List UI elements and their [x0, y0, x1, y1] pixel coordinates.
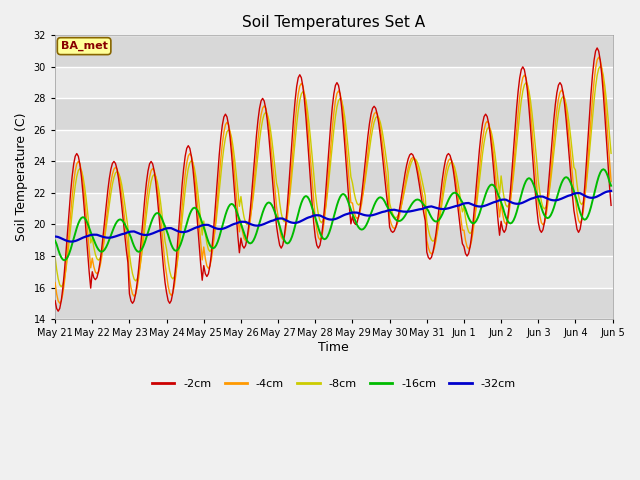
- Text: BA_met: BA_met: [61, 41, 108, 51]
- Bar: [55, 225, 612, 256]
- Y-axis label: Soil Temperature (C): Soil Temperature (C): [15, 113, 28, 241]
- Bar: [55, 256, 612, 288]
- Bar: [55, 161, 612, 193]
- Legend: -2cm, -4cm, -8cm, -16cm, -32cm: -2cm, -4cm, -8cm, -16cm, -32cm: [148, 374, 520, 393]
- Bar: [55, 288, 612, 319]
- Bar: [55, 67, 612, 98]
- Title: Soil Temperatures Set A: Soil Temperatures Set A: [243, 15, 426, 30]
- Bar: [55, 98, 612, 130]
- Bar: [55, 193, 612, 225]
- Bar: [55, 130, 612, 161]
- Bar: [55, 36, 612, 67]
- X-axis label: Time: Time: [319, 341, 349, 354]
